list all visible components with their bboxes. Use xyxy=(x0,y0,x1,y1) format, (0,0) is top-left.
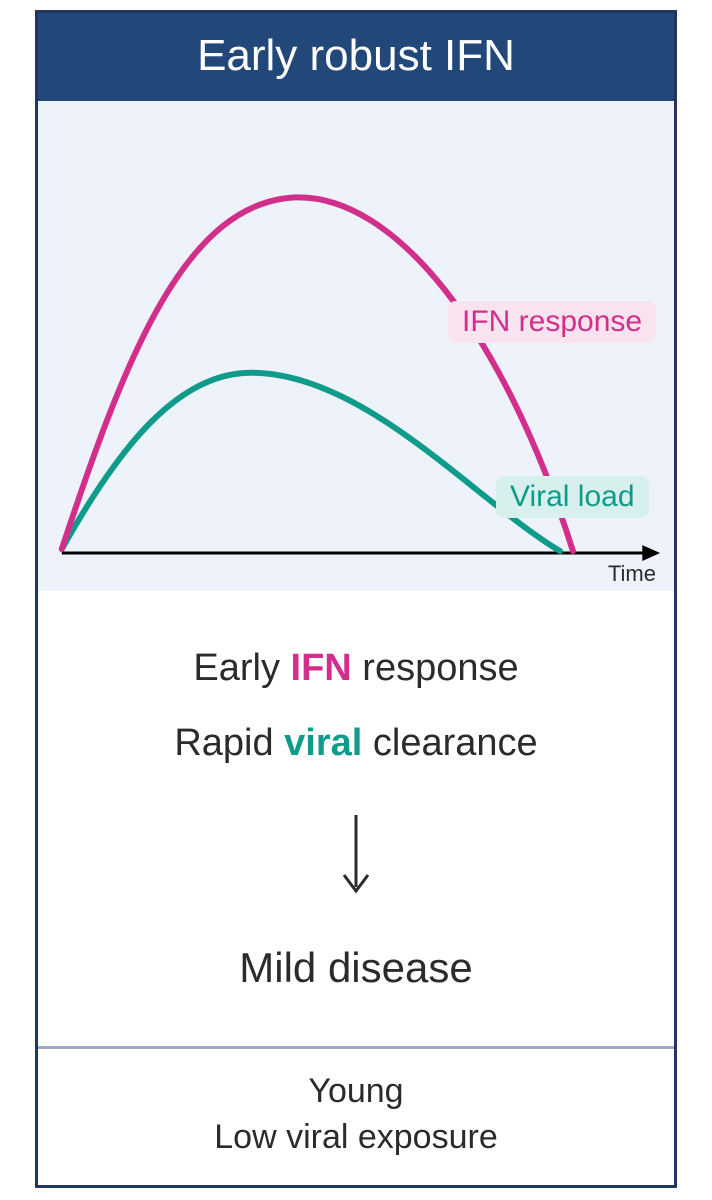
footer-area: Young Low viral exposure xyxy=(38,1046,674,1185)
summary-area: Early IFN response Rapid viral clearance… xyxy=(38,591,674,1046)
footer-line-2: Low viral exposure xyxy=(38,1115,674,1161)
summary2-pre: Rapid xyxy=(174,722,284,764)
down-arrow-icon xyxy=(336,811,376,901)
viral-curve-label: Viral load xyxy=(496,476,649,518)
summary2-accent: viral xyxy=(284,722,362,764)
chart-area: IFN response Viral load Time xyxy=(38,101,674,591)
infographic-panel: Early robust IFN IFN response Viral load… xyxy=(35,10,677,1188)
summary-line-2: Rapid viral clearance xyxy=(38,722,674,765)
summary1-accent: IFN xyxy=(291,647,352,689)
summary1-post: response xyxy=(352,647,519,689)
footer-line-1: Young xyxy=(38,1069,674,1115)
outcome-text: Mild disease xyxy=(38,944,674,992)
viral-load-curve xyxy=(62,373,560,551)
summary-line-1: Early IFN response xyxy=(38,647,674,690)
x-axis-label: Time xyxy=(608,561,656,587)
header-title: Early robust IFN xyxy=(197,31,515,80)
x-axis-arrowhead xyxy=(642,545,660,561)
summary1-pre: Early xyxy=(193,647,290,689)
summary2-post: clearance xyxy=(362,722,537,764)
panel-header: Early robust IFN xyxy=(38,13,674,101)
ifn-curve-label: IFN response xyxy=(448,301,656,343)
